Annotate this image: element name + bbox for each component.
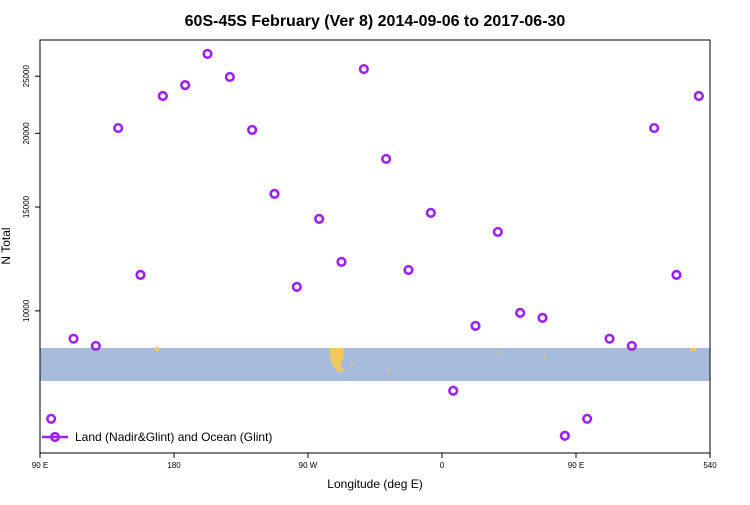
point (113, 122, 124, 134)
legend-label: Land (Nadir&Glint) and Ocean (Glint) (75, 430, 272, 444)
point (180, 79, 191, 91)
point (336, 256, 347, 267)
y-tick-label: 10000 (22, 299, 31, 322)
x-tick-label: 180 (167, 461, 181, 470)
point (559, 430, 570, 441)
plot-frame (39, 39, 711, 454)
point (537, 312, 548, 323)
point (247, 124, 258, 136)
point (157, 90, 168, 102)
x-axis-label: Longitude (deg E) (327, 477, 422, 491)
point (582, 413, 593, 424)
x-tick-label: 540 (703, 461, 717, 470)
land-marks (155, 347, 696, 372)
x-tick-label: 90 E (568, 461, 584, 470)
point (202, 48, 213, 59)
point (90, 340, 101, 352)
map-strip (40, 348, 710, 381)
point (358, 63, 369, 75)
point (649, 122, 660, 134)
y-tick-label: 20000 (22, 122, 31, 145)
point (381, 153, 392, 165)
point (68, 333, 79, 344)
chart-title: 60S-45S February (Ver 8) 2014-09-06 to 2… (185, 13, 566, 30)
y-axis-label: N Total (0, 227, 13, 264)
point (135, 269, 146, 280)
point (291, 281, 302, 293)
point (671, 269, 682, 280)
point (693, 90, 704, 102)
x-tick-label: 90 W (299, 461, 318, 470)
y-tick-label: 25000 (22, 65, 31, 88)
point (224, 71, 235, 83)
point (46, 413, 57, 424)
point (626, 340, 637, 352)
y-tick-label: 15000 (22, 195, 31, 218)
point (515, 307, 526, 319)
point (470, 320, 481, 331)
legend-marker (49, 431, 61, 443)
x-tick-label: 0 (440, 461, 445, 470)
point (492, 226, 503, 238)
point (425, 207, 436, 219)
point (269, 188, 280, 199)
point (403, 264, 414, 276)
point (604, 333, 615, 344)
point (314, 213, 325, 225)
point (448, 385, 459, 396)
x-tick-label: 90 E (32, 461, 48, 470)
